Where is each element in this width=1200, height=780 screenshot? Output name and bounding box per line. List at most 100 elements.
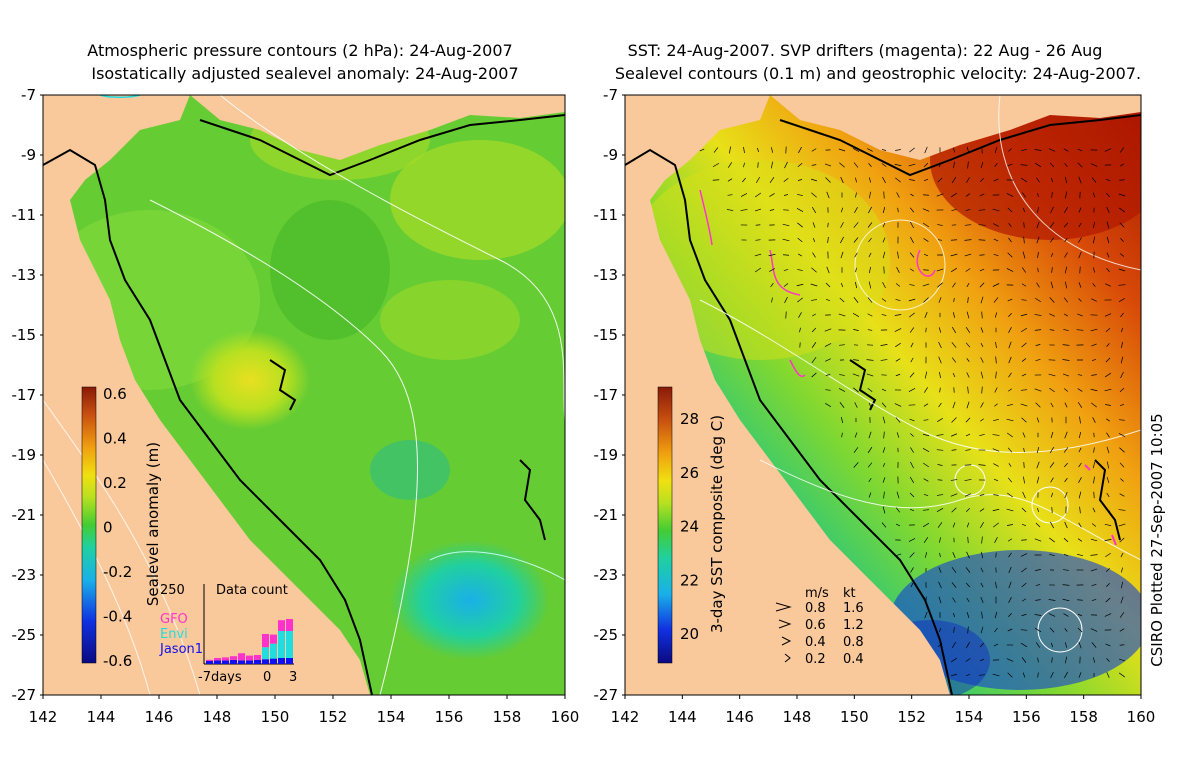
velocity-arrow xyxy=(895,177,901,183)
velocity-arrow xyxy=(882,237,886,243)
velocity-arrow xyxy=(840,251,844,259)
velocity-arrow xyxy=(1119,163,1125,167)
velocity-arrow xyxy=(1051,657,1053,663)
velocity-arrow xyxy=(1120,478,1124,482)
velocity-arrow xyxy=(824,328,832,332)
velocity-arrow xyxy=(951,357,957,363)
velocity-arrow xyxy=(1064,281,1068,289)
velocity-arrow xyxy=(853,387,859,393)
velocity-arrow xyxy=(1120,327,1124,333)
velocity-arrow xyxy=(909,312,915,318)
velocity-arrow xyxy=(1037,207,1039,213)
velocity-arrow xyxy=(922,448,930,452)
velocity-arrow xyxy=(1118,523,1126,527)
velocity-arrow xyxy=(966,612,970,618)
velocity-arrow xyxy=(992,434,1000,436)
velocity-arrow xyxy=(854,207,858,213)
velocity-arrow xyxy=(936,449,944,451)
velocity-arrow xyxy=(868,237,872,243)
velocity-arrow xyxy=(1008,327,1012,333)
velocity-arrow xyxy=(742,177,746,183)
bar-envi xyxy=(278,631,285,658)
velocity-arrow xyxy=(951,326,957,334)
velocity-arrow xyxy=(811,299,817,301)
velocity-arrow xyxy=(1050,402,1054,408)
velocity-arrow xyxy=(1118,658,1126,662)
velocity-arrow xyxy=(882,251,886,259)
velocity-arrow xyxy=(965,433,971,437)
velocity-arrow xyxy=(1064,206,1068,214)
velocity-arrow xyxy=(867,462,873,468)
left-longitude-ticks: 142 144 146 148 150 152 154 156 158 160 xyxy=(29,695,579,726)
velocity-arrow xyxy=(1090,388,1098,392)
velocity-arrow xyxy=(1008,237,1012,243)
velocity-arrow xyxy=(1119,253,1125,257)
velocity-arrow xyxy=(1037,267,1039,273)
velocity-arrow xyxy=(951,641,957,649)
velocity-arrow xyxy=(1092,461,1096,469)
velocity-arrow xyxy=(882,447,886,453)
velocity-arrow xyxy=(1079,506,1081,514)
velocity-arrow xyxy=(1007,672,1013,678)
velocity-arrow xyxy=(1021,373,1027,377)
velocity-arrow xyxy=(924,611,928,619)
velocity-arrow xyxy=(1064,313,1068,317)
velocity-arrow xyxy=(1120,596,1124,604)
velocity-arrow xyxy=(1036,507,1040,513)
data-count-max-label: 250 xyxy=(160,583,185,598)
velocity-arrow xyxy=(909,418,915,422)
velocity-arrow xyxy=(1091,599,1097,601)
velocity-arrow xyxy=(839,344,845,346)
velocity-arrow xyxy=(1021,613,1027,617)
velocity-arrow xyxy=(1063,569,1069,571)
velocity-arrow xyxy=(727,178,733,182)
velocity-arrow xyxy=(1077,313,1083,317)
drifter-track xyxy=(789,359,806,377)
velocity-arrow xyxy=(1021,342,1027,348)
velocity-arrow xyxy=(1105,404,1111,406)
data-count-title: Data count xyxy=(216,583,288,598)
velocity-arrow xyxy=(1077,538,1083,542)
velocity-arrow xyxy=(1119,628,1125,632)
sst-colorbar xyxy=(657,386,673,664)
velocity-arrow xyxy=(909,372,915,378)
velocity-arrow xyxy=(1049,627,1055,633)
velocity-arrow xyxy=(981,611,983,619)
velocity-arrow xyxy=(1092,192,1096,198)
velocity-arrow xyxy=(1034,162,1042,168)
velocity-arrow xyxy=(1007,538,1013,542)
velocity-arrow xyxy=(1078,431,1082,439)
latitude-tick-label: -17 xyxy=(594,386,619,404)
velocity-arrow xyxy=(895,373,901,377)
velocity-arrow xyxy=(992,448,1000,452)
velocity-arrow xyxy=(1105,283,1111,287)
velocity-arrow xyxy=(1077,613,1083,617)
latitude-tick-label: -9 xyxy=(603,146,618,164)
velocity-arrow xyxy=(797,237,803,243)
velocity-arrow xyxy=(1105,643,1111,647)
velocity-arrow xyxy=(965,193,971,197)
velocity-arrow xyxy=(827,236,829,244)
velocity-arrow xyxy=(966,372,970,378)
velocity-arrow xyxy=(923,403,929,407)
velocity-arrow xyxy=(868,206,872,214)
latitude-tick-label: -11 xyxy=(594,206,619,224)
velocity-arrow xyxy=(992,283,1000,287)
velocity-arrow xyxy=(924,371,928,379)
velocity-arrow xyxy=(854,402,858,408)
velocity-arrow xyxy=(909,268,915,272)
velocity-arrow xyxy=(1051,192,1053,198)
velocity-arrow xyxy=(1006,193,1014,197)
velocity-arrow xyxy=(967,161,969,169)
bar-envi xyxy=(270,643,277,659)
velocity-arrow xyxy=(1078,462,1082,468)
velocity-arrow xyxy=(1062,598,1070,602)
velocity-arrow xyxy=(1078,237,1082,243)
velocity-arrow xyxy=(1104,523,1112,527)
sst-colorbar-ticks: 28 26 24 22 20 xyxy=(680,410,699,643)
velocity-arrow xyxy=(1007,447,1013,453)
velocity-arrow xyxy=(1048,599,1056,601)
velocity-arrow xyxy=(1120,371,1124,379)
velocity-arrow xyxy=(1064,162,1068,168)
velocity-legend-arrow xyxy=(784,653,791,663)
